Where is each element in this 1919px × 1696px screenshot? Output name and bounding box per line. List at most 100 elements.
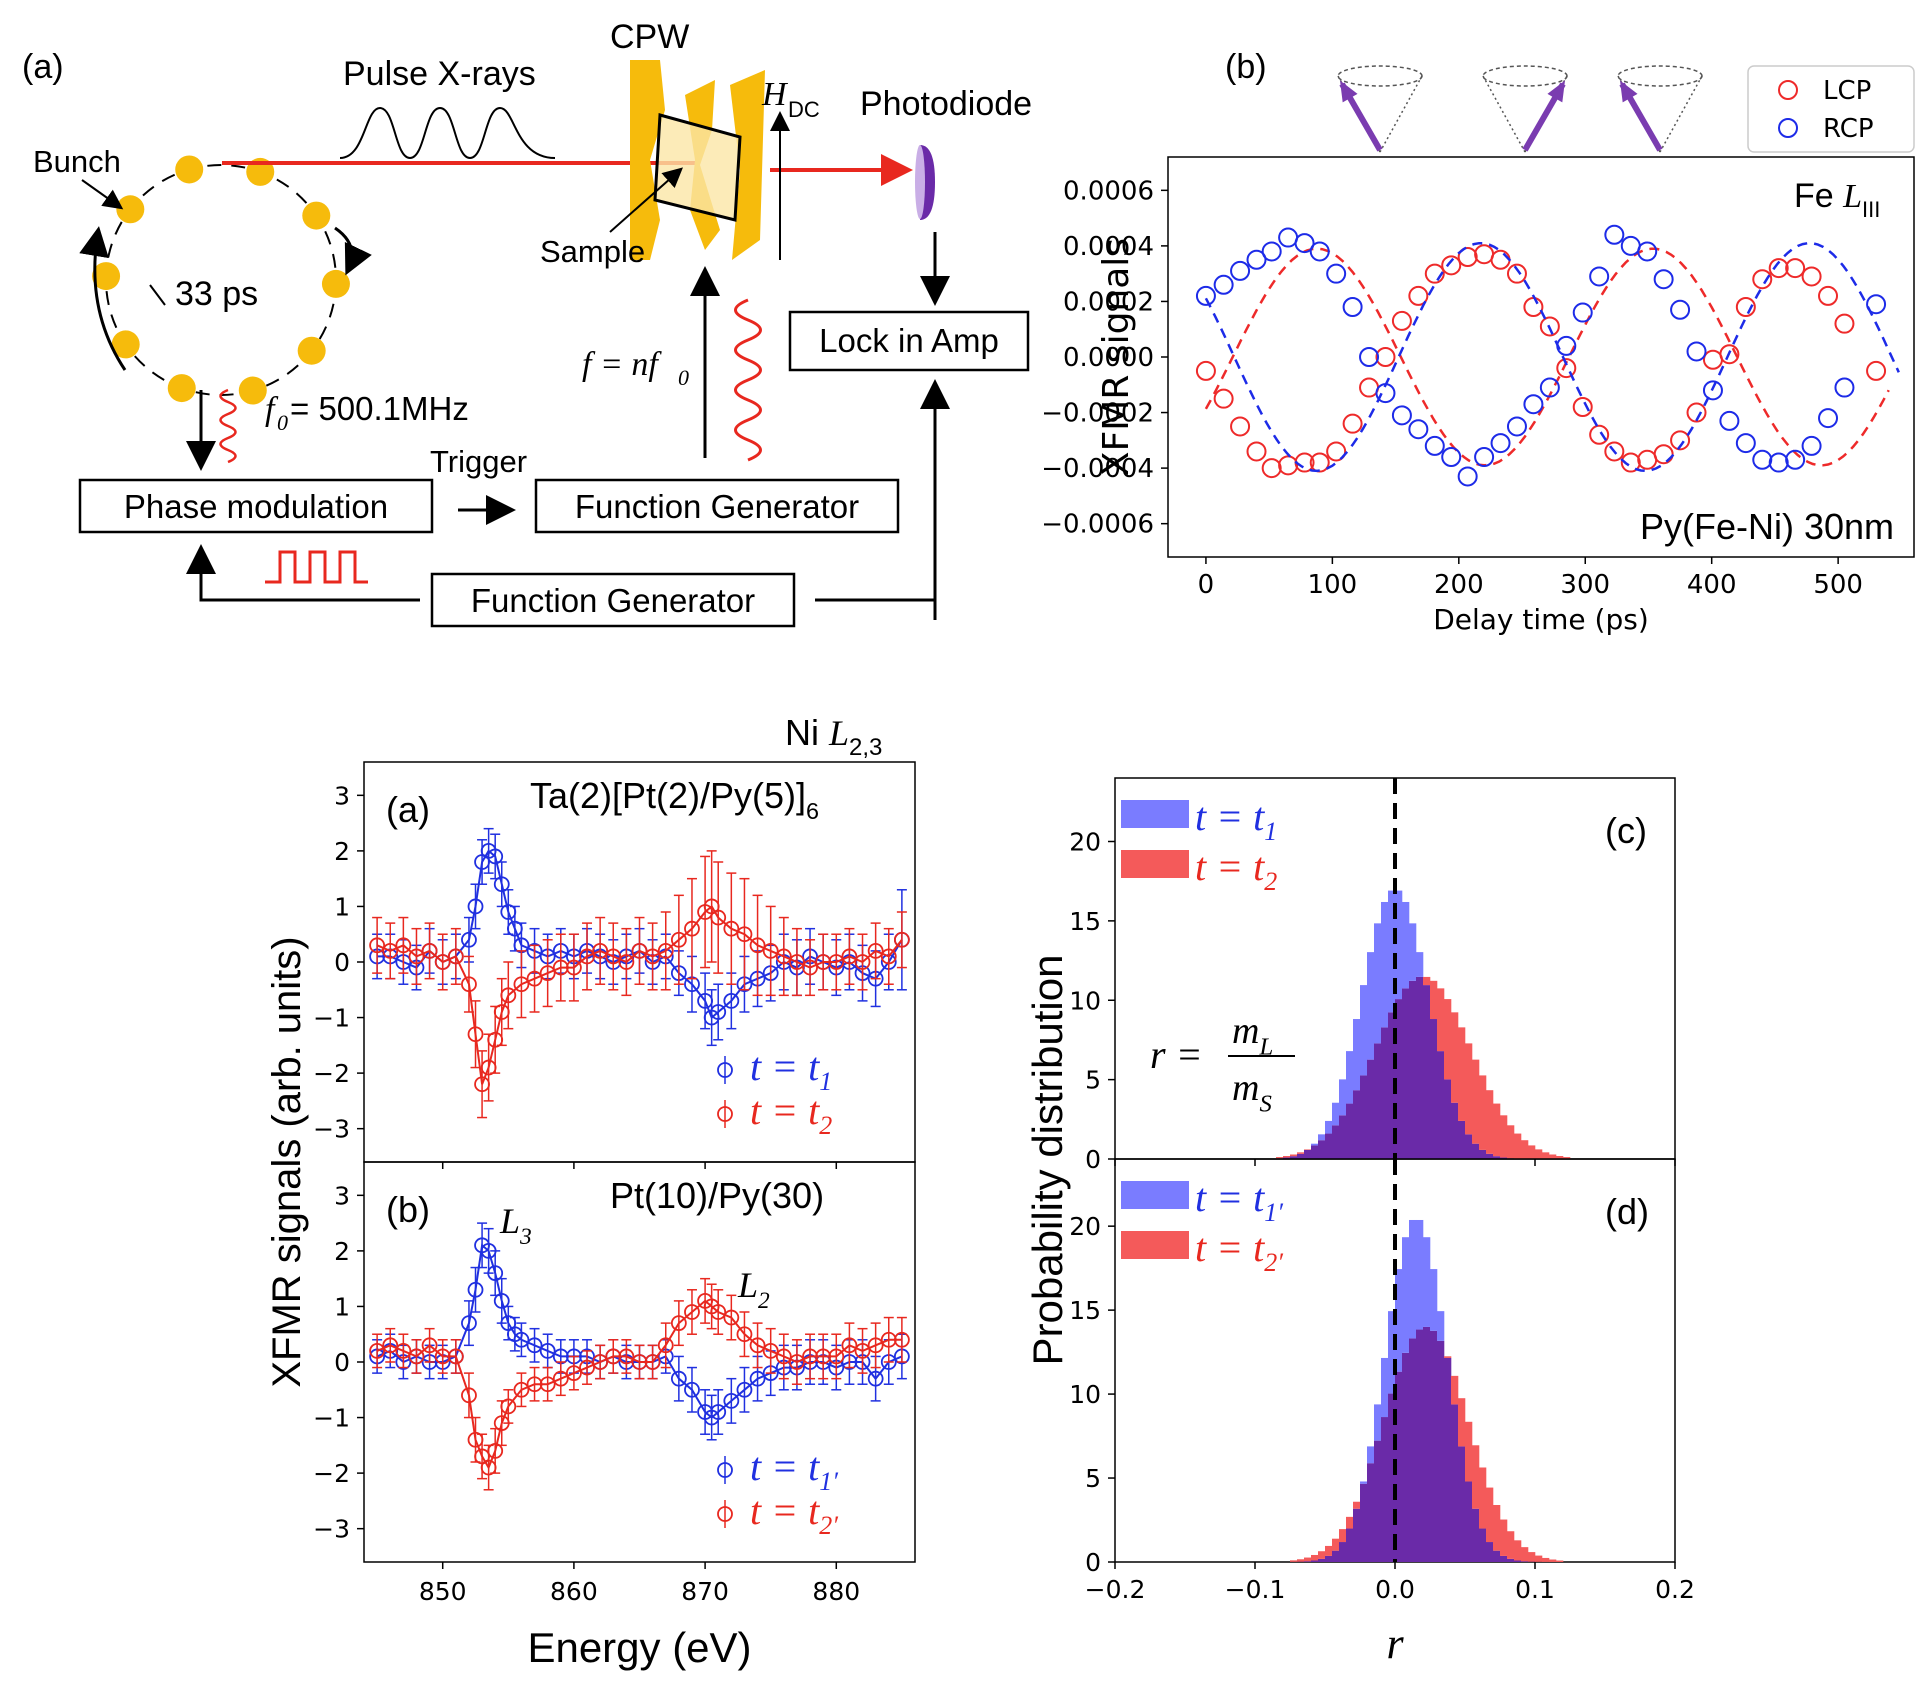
hist-bar-red (1297, 1152, 1305, 1154)
hist-bar-blue (1395, 890, 1403, 1000)
data-point (762, 942, 779, 959)
hist-bar-red (1556, 1560, 1564, 1562)
y-tick-label: −0.0004 (1041, 454, 1154, 484)
data-point (395, 937, 412, 954)
data-point-lcp (1375, 347, 1396, 367)
data-point-lcp (1653, 444, 1674, 465)
y-tick-label: 3 (334, 1181, 350, 1210)
data-point (461, 931, 477, 948)
hist-bar-red (1283, 1156, 1291, 1158)
y-tick-label: 3 (334, 781, 350, 810)
data-point-rcp (1375, 383, 1396, 404)
hist-bar-overlap (1304, 1561, 1312, 1562)
data-point (854, 954, 871, 970)
data-point-rcp (1752, 449, 1773, 470)
data-point-lcp (1441, 255, 1462, 276)
bunch-dot (175, 155, 204, 184)
data-point-rcp (1246, 249, 1267, 270)
lockin-box (788, 310, 1030, 372)
data-point-rcp (1866, 294, 1887, 315)
hist-bar-overlap (1360, 1075, 1368, 1159)
data-point (421, 942, 438, 959)
y-tick-label: 0 (1085, 1145, 1101, 1174)
legend-label: t = t2′ (750, 1488, 838, 1540)
data-point-rcp (1261, 241, 1282, 262)
data-point (657, 1337, 674, 1354)
panel-label: (b) (386, 1189, 430, 1230)
data-point-lcp (1506, 263, 1527, 284)
hist-bar-red (1451, 1012, 1459, 1103)
data-point (408, 948, 425, 965)
chart-delay-scan: (b) 0 100 200 300 400 500 −0.0006 −0.0004 −0.0002… (1041, 48, 1915, 636)
hist-bar-red (1430, 980, 1438, 1020)
bunch-dot (92, 262, 121, 291)
hist-bar-red (1458, 1027, 1466, 1121)
data-point (513, 1381, 530, 1398)
hist-bar-red (1521, 1140, 1529, 1159)
y-tick-label: −2 (313, 1059, 350, 1088)
x-tick-label: −0.2 (1085, 1575, 1146, 1604)
hist-bar-blue (1311, 1143, 1319, 1146)
hist-bar-red (1472, 1059, 1480, 1144)
fgen1-label: Function Generator (575, 488, 859, 525)
data-point-rcp (1556, 335, 1577, 356)
hist-bar-overlap (1290, 1156, 1298, 1159)
data-point-lcp (1391, 310, 1412, 331)
x-axis-label: Energy (eV) (527, 1624, 751, 1671)
data-point (500, 987, 517, 1004)
rotation-arrow-right (334, 226, 372, 276)
data-point (644, 1354, 661, 1370)
panel-label: (d) (1605, 1191, 1649, 1232)
hist-bar-blue (1430, 1269, 1438, 1331)
precession-cone-top (1617, 65, 1703, 87)
hist-bar-red (1472, 1445, 1480, 1509)
hist-bar-overlap (1507, 1558, 1515, 1562)
data-point-lcp (1785, 258, 1806, 279)
data-point (447, 1348, 464, 1365)
x-tick-label: 0 (1198, 570, 1215, 600)
cpw-label: CPW (610, 18, 689, 56)
data-point-rcp (1391, 405, 1412, 426)
chart-hist-c: 0 5 10 15 20 (c) t = t1t = t2 Probability distr… (1024, 777, 1676, 1365)
data-point (710, 1404, 727, 1420)
data-point (539, 1342, 556, 1359)
data-point (684, 920, 700, 937)
data-point (493, 876, 510, 893)
data-point (369, 1342, 386, 1359)
legend-label: LCP (1823, 76, 1871, 106)
hist-bar-blue (1437, 1311, 1445, 1341)
x-tick-label: 850 (419, 1577, 467, 1606)
data-point (447, 948, 464, 965)
data-point-lcp (1572, 397, 1593, 417)
hist-bar-red (1290, 1560, 1298, 1562)
hist-bar-red (1290, 1154, 1298, 1157)
fit-line-rcp (1204, 241, 1900, 473)
data-point-rcp (1474, 447, 1495, 467)
hist-bar-red (1437, 988, 1445, 1052)
data-point-rcp (1424, 435, 1445, 456)
y-axis-label: XFMR signals (1096, 238, 1137, 476)
hist-bar-overlap (1353, 1090, 1361, 1159)
x-axis-label: Delay time (ps) (1433, 603, 1649, 636)
hist-bar-overlap (1493, 1550, 1501, 1562)
data-point-rcp (1604, 224, 1625, 245)
hist-bar-blue (1339, 1079, 1347, 1116)
fit-line-lcp (1204, 247, 1890, 467)
legend-marker (1778, 118, 1798, 138)
hist-bar-blue (1409, 1219, 1417, 1339)
hist-bar-overlap (1416, 1329, 1424, 1562)
data-point-rcp (1637, 241, 1658, 262)
x-tick-label: 880 (812, 1577, 860, 1606)
hist-bar-blue (1367, 1446, 1375, 1464)
fnf-sub: 0 (678, 365, 689, 390)
data-point (723, 1392, 740, 1409)
hist-bar-red (1451, 1375, 1459, 1405)
fgen2-label: Function Generator (471, 582, 755, 619)
hist-bar-overlap (1332, 1550, 1340, 1562)
lockin-label: Lock in Amp (819, 322, 999, 359)
hist-bar-overlap (1395, 999, 1403, 1159)
hist-bar-overlap (1339, 1542, 1347, 1562)
data-point-rcp (1670, 299, 1691, 320)
annotation-element: Fe LIII (1794, 177, 1880, 222)
data-point (867, 1337, 884, 1354)
